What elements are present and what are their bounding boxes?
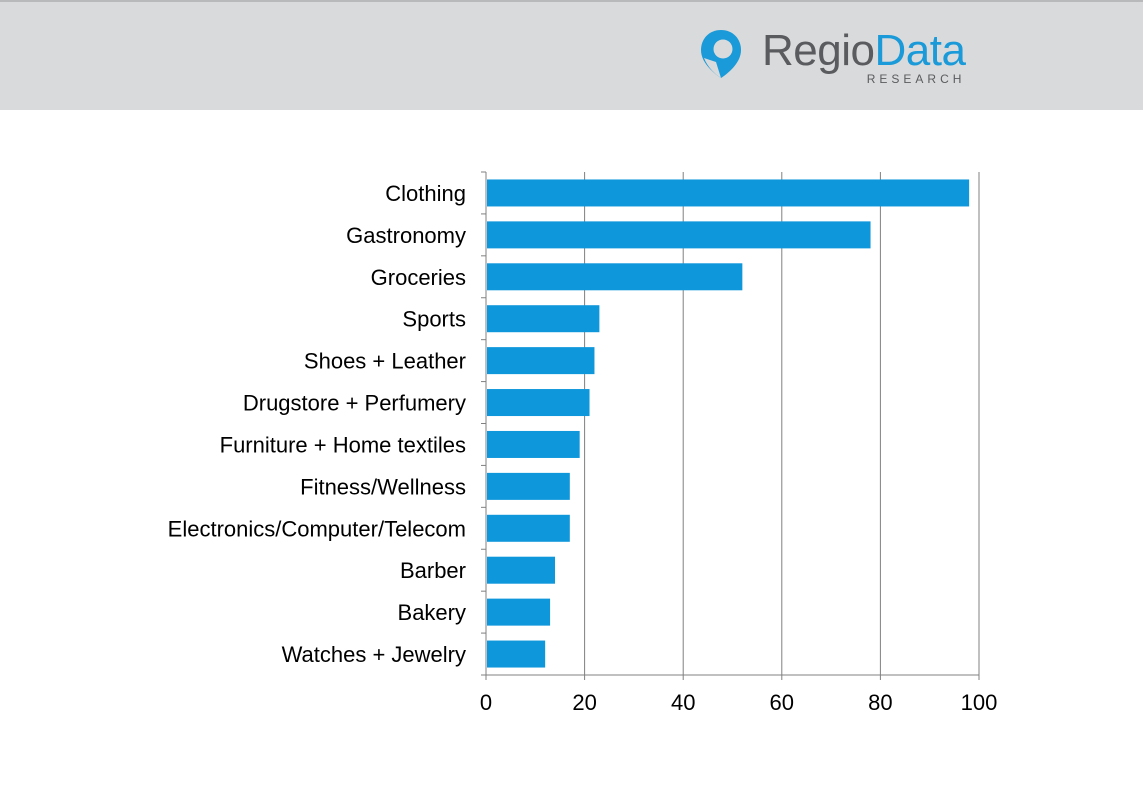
bar	[487, 305, 600, 333]
bar	[487, 598, 551, 626]
x-tick-label: 20	[572, 690, 596, 715]
logo-word-regio: Regio	[762, 26, 875, 75]
category-label: Gastronomy	[346, 223, 466, 248]
bar	[487, 640, 546, 668]
category-label: Furniture + Home textiles	[220, 432, 466, 457]
x-tick-label: 40	[671, 690, 695, 715]
header-bar: RegioData RESEARCH	[0, 0, 1143, 110]
category-label: Clothing	[385, 181, 466, 206]
logo-wordmark: RegioData	[762, 26, 966, 75]
bar-layer	[487, 179, 970, 668]
category-label: Watches + Jewelry	[282, 642, 466, 667]
map-pin-icon	[701, 30, 741, 78]
regiodata-logo: RegioData RESEARCH	[700, 26, 966, 88]
x-tick-label: 80	[868, 690, 892, 715]
logo-text: RegioData RESEARCH	[762, 26, 966, 87]
grid-layer	[481, 171, 980, 676]
bar	[487, 179, 970, 207]
x-tick-label: 100	[961, 690, 998, 715]
logo-word-data: Data	[874, 26, 966, 75]
bar	[487, 514, 570, 542]
bar	[487, 472, 570, 500]
category-label: Bakery	[398, 600, 466, 625]
x-tick-label: 60	[770, 690, 794, 715]
category-label: Drugstore + Perfumery	[243, 391, 466, 416]
category-label: Fitness/Wellness	[300, 474, 466, 499]
x-tick-label: 0	[480, 690, 492, 715]
bar	[487, 347, 595, 375]
category-labels: Clothing Gastronomy Groceries Sports Shoes +…	[168, 181, 466, 667]
bar	[487, 263, 743, 291]
category-label: Barber	[400, 558, 466, 583]
logo-subtitle: RESEARCH	[866, 72, 966, 86]
bar	[487, 430, 580, 458]
category-label: Electronics/Computer/Telecom	[168, 516, 466, 541]
bar	[487, 221, 871, 249]
x-axis-ticks: 0 20 40 60 80 100	[480, 675, 997, 715]
category-label: Groceries	[371, 265, 466, 290]
bar	[487, 389, 590, 417]
category-label: Shoes + Leather	[304, 349, 466, 374]
bar	[487, 556, 556, 584]
category-label: Sports	[402, 307, 466, 332]
